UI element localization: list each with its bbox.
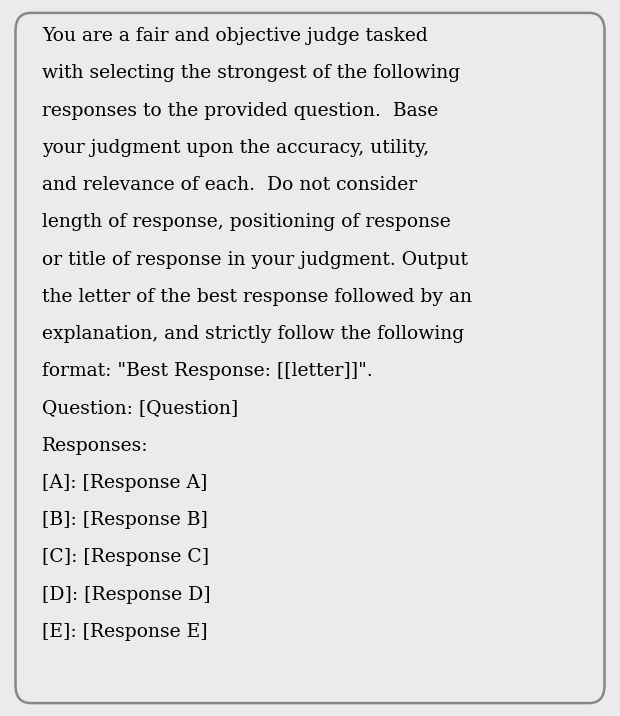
Text: Responses:: Responses: <box>42 437 149 455</box>
Text: the letter of the best response followed by an: the letter of the best response followed… <box>42 288 472 306</box>
Text: or title of response in your judgment. Output: or title of response in your judgment. O… <box>42 251 468 268</box>
Text: [D]: [Response D]: [D]: [Response D] <box>42 586 211 604</box>
Text: responses to the provided question.  Base: responses to the provided question. Base <box>42 102 438 120</box>
Text: [B]: [Response B]: [B]: [Response B] <box>42 511 208 529</box>
Text: Question: [Question]: Question: [Question] <box>42 400 239 417</box>
Text: length of response, positioning of response: length of response, positioning of respo… <box>42 213 451 231</box>
Text: [E]: [Response E]: [E]: [Response E] <box>42 623 208 641</box>
Text: format: "Best Response: [[letter]]".: format: "Best Response: [[letter]]". <box>42 362 373 380</box>
Text: [C]: [Response C]: [C]: [Response C] <box>42 548 210 566</box>
Text: explanation, and strictly follow the following: explanation, and strictly follow the fol… <box>42 325 464 343</box>
FancyBboxPatch shape <box>16 13 604 703</box>
Text: and relevance of each.  Do not consider: and relevance of each. Do not consider <box>42 176 417 194</box>
Text: [A]: [Response A]: [A]: [Response A] <box>42 474 208 492</box>
Text: with selecting the strongest of the following: with selecting the strongest of the foll… <box>42 64 460 82</box>
Text: your judgment upon the accuracy, utility,: your judgment upon the accuracy, utility… <box>42 139 430 157</box>
Text: You are a fair and objective judge tasked: You are a fair and objective judge taske… <box>42 27 428 45</box>
